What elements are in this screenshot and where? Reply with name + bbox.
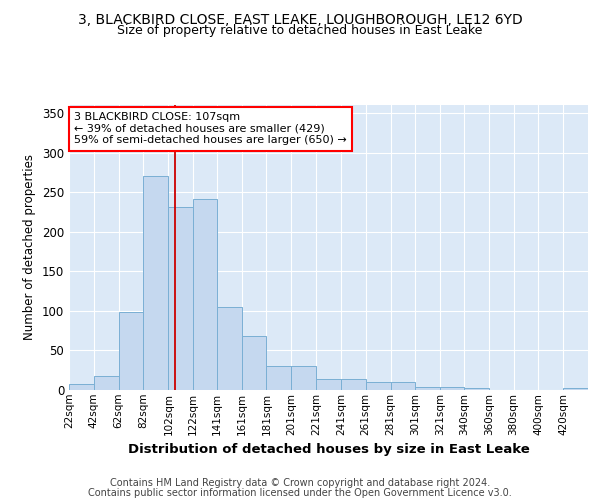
Bar (341, 379, 366, 390)
Text: Contains HM Land Registry data © Crown copyright and database right 2024.: Contains HM Land Registry data © Crown c… (110, 478, 490, 488)
Bar (69, 384, 94, 390)
Bar (94, 376, 119, 390)
Text: Distribution of detached houses by size in East Leake: Distribution of detached houses by size … (128, 442, 530, 456)
Bar (391, 382, 415, 390)
Bar (242, 336, 266, 390)
Text: Size of property relative to detached houses in East Leake: Size of property relative to detached ho… (118, 24, 482, 37)
Bar (415, 387, 440, 390)
Y-axis label: Number of detached properties: Number of detached properties (23, 154, 37, 340)
Bar (217, 307, 242, 390)
Bar (193, 199, 217, 390)
Bar (143, 176, 169, 390)
Bar (119, 312, 143, 390)
Bar (563, 388, 588, 390)
Bar (169, 207, 193, 390)
Bar (266, 366, 291, 390)
Bar (366, 382, 391, 390)
Bar (440, 387, 464, 390)
Text: 3, BLACKBIRD CLOSE, EAST LEAKE, LOUGHBOROUGH, LE12 6YD: 3, BLACKBIRD CLOSE, EAST LEAKE, LOUGHBOR… (77, 12, 523, 26)
Bar (291, 366, 316, 390)
Bar (464, 388, 488, 390)
Bar (316, 379, 341, 390)
Text: 3 BLACKBIRD CLOSE: 107sqm
← 39% of detached houses are smaller (429)
59% of semi: 3 BLACKBIRD CLOSE: 107sqm ← 39% of detac… (74, 112, 347, 146)
Text: Contains public sector information licensed under the Open Government Licence v3: Contains public sector information licen… (88, 488, 512, 498)
